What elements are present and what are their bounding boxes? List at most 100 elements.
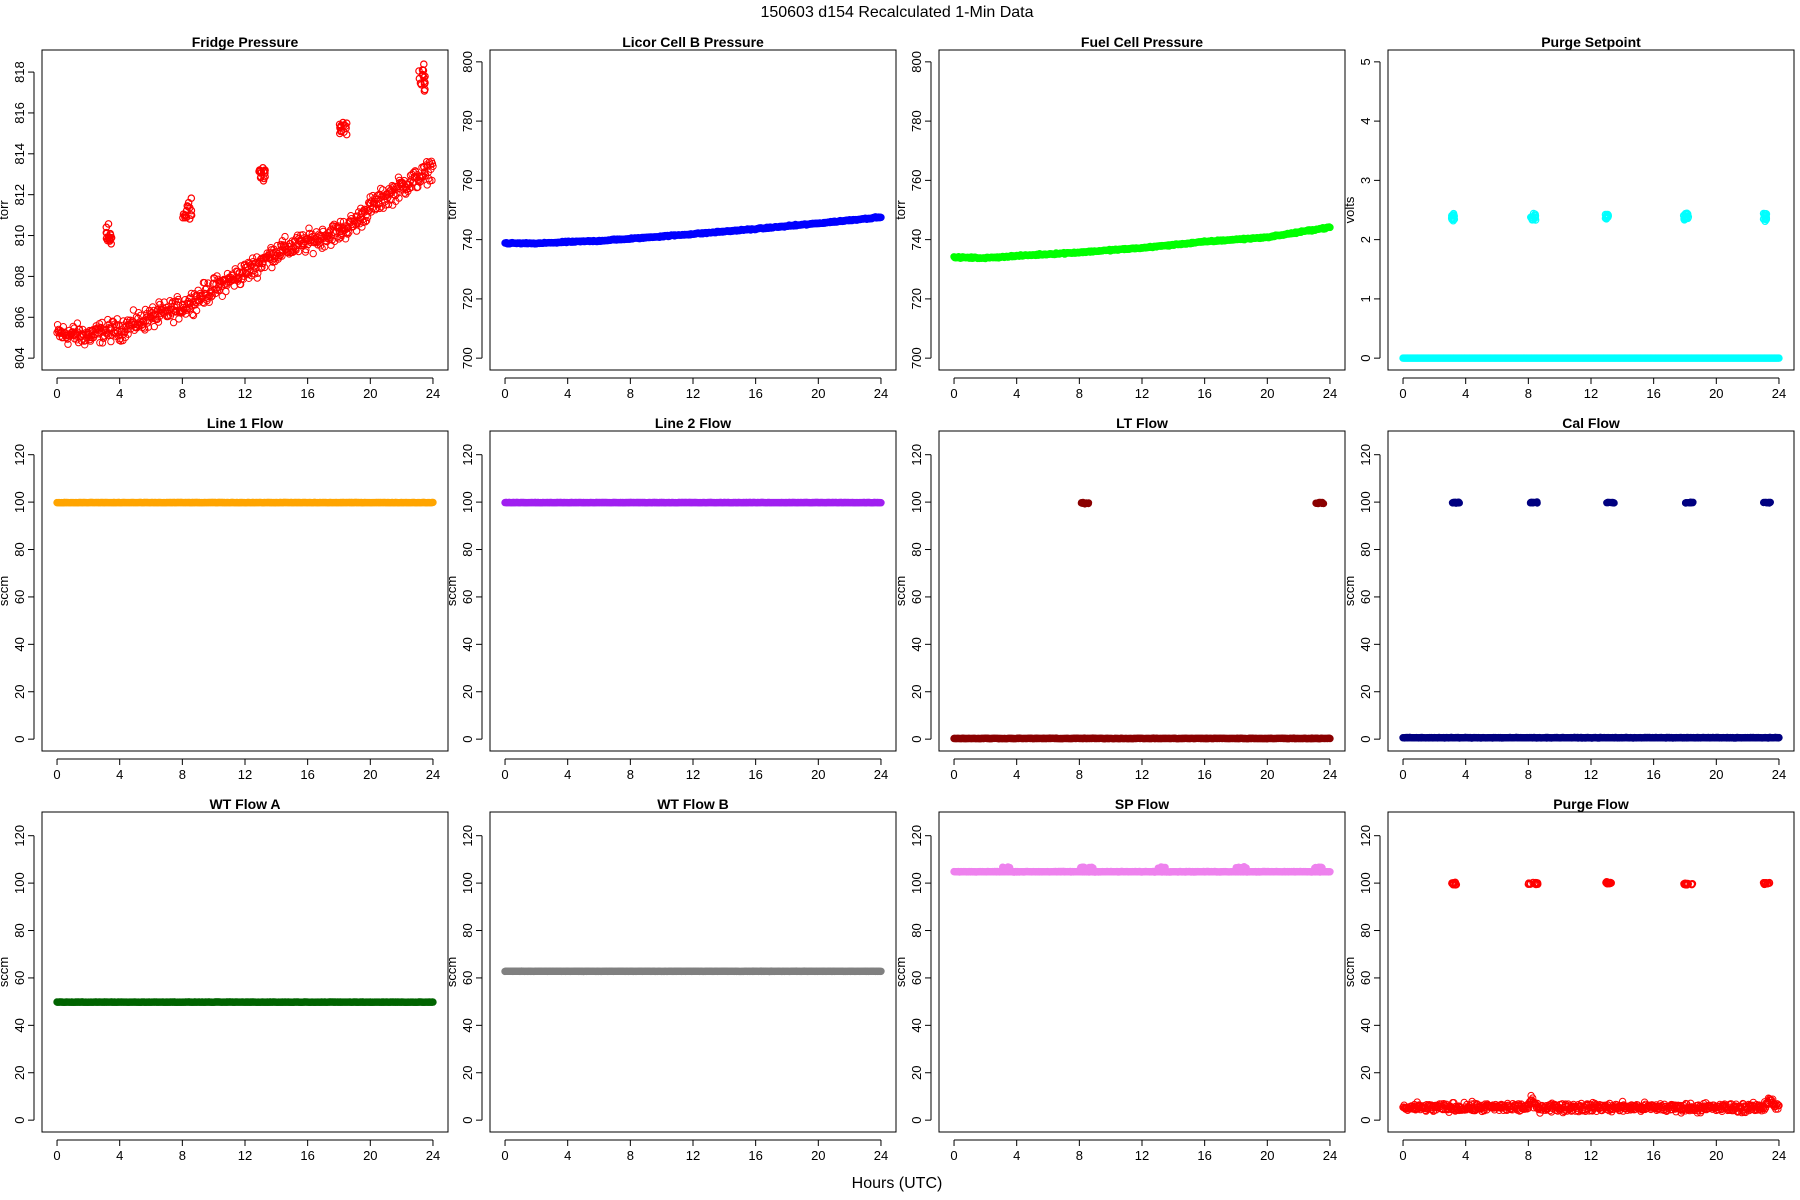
y-tick-label: 80 [1358, 542, 1373, 556]
data-point [132, 313, 141, 321]
data-point [251, 270, 259, 278]
x-tick-label: 0 [950, 386, 957, 401]
data-series [501, 498, 885, 507]
data-point [64, 340, 72, 348]
panel-title: Line 2 Flow [655, 415, 731, 431]
y-axis-label: torr [0, 200, 11, 220]
data-point [420, 80, 429, 88]
panel-title: Fuel Cell Pressure [1081, 34, 1203, 50]
x-tick-label: 8 [1525, 767, 1532, 782]
x-tick-label: 4 [564, 386, 571, 401]
y-axis-label: sccm [1342, 576, 1357, 606]
y-tick-label: 720 [460, 288, 475, 310]
data-point [260, 263, 269, 272]
data-point [300, 241, 308, 249]
event-cluster [1312, 498, 1328, 508]
y-tick-label: 810 [12, 225, 27, 247]
y-axis-label: sccm [0, 576, 11, 606]
x-tick-label: 16 [300, 386, 314, 401]
data-point [106, 229, 115, 238]
data-point [428, 176, 436, 185]
y-tick-label: 80 [12, 542, 27, 556]
y-tick-label: 100 [1358, 491, 1373, 513]
y-tick-label: 40 [460, 637, 475, 651]
y-tick-label: 100 [460, 491, 475, 513]
y-tick-label: 100 [909, 491, 924, 513]
event-cluster [1448, 498, 1464, 507]
event-cluster [1447, 209, 1459, 225]
data-point [187, 289, 196, 298]
data-point [367, 208, 375, 216]
x-tick-label: 4 [1013, 386, 1020, 401]
x-tick-label: 24 [1323, 767, 1337, 782]
panel-title: WT Flow A [209, 796, 280, 812]
y-tick-label: 40 [909, 637, 924, 651]
data-point [1079, 499, 1088, 507]
x-tick-label: 24 [1772, 767, 1786, 782]
x-tick-label: 16 [1646, 767, 1660, 782]
data-point [142, 317, 150, 325]
y-tick-label: 812 [12, 184, 27, 206]
y-axis-label: sccm [893, 576, 908, 606]
x-tick-label: 20 [1260, 767, 1274, 782]
x-tick-label: 4 [116, 386, 123, 401]
y-tick-label: 800 [460, 51, 475, 73]
y-tick-label: 818 [12, 61, 27, 83]
x-tick-label: 24 [426, 386, 440, 401]
data-point [187, 194, 196, 203]
data-point [98, 318, 106, 327]
y-tick-label: 808 [12, 266, 27, 288]
data-point [204, 279, 212, 287]
y-axis-label: volts [1342, 196, 1357, 223]
data-point [342, 130, 351, 139]
panel-title: Licor Cell B Pressure [622, 34, 764, 50]
x-tick-label: 24 [874, 386, 888, 401]
data-point [417, 80, 426, 89]
y-tick-label: 700 [909, 347, 924, 369]
x-tick-label: 12 [238, 386, 252, 401]
x-tick-label: 16 [300, 767, 314, 782]
data-point [343, 228, 351, 237]
event-cluster [1759, 209, 1771, 226]
panel-title: Fridge Pressure [192, 34, 299, 50]
x-tick-label: 24 [426, 767, 440, 782]
x-tick-label: 20 [811, 767, 825, 782]
data-series [950, 223, 1334, 263]
data-point [256, 166, 265, 175]
x-tick-label: 24 [1323, 386, 1337, 401]
data-point [429, 498, 437, 507]
x-tick-label: 12 [1584, 767, 1598, 782]
data-series [1399, 733, 1783, 742]
data-point [358, 223, 366, 231]
data-point [81, 341, 89, 349]
x-tick-label: 12 [238, 767, 252, 782]
x-tick-label: 8 [1076, 767, 1083, 782]
plot-frame [41, 49, 449, 371]
data-point [261, 172, 269, 181]
data-point [103, 229, 111, 238]
y-tick-label: 806 [12, 306, 27, 328]
y-axis-label: sccm [0, 957, 11, 987]
x-tick-label: 8 [1076, 386, 1083, 401]
y-tick-label: 816 [12, 102, 27, 124]
event-cluster [1760, 498, 1775, 507]
data-point [336, 217, 345, 226]
data-point [150, 322, 159, 331]
data-point [1452, 498, 1460, 506]
y-tick-label: 780 [460, 110, 475, 132]
event-cluster [1603, 498, 1618, 507]
panel-title: Purge Setpoint [1541, 34, 1641, 50]
y-tick-label: 80 [909, 542, 924, 556]
y-tick-label: 0 [1358, 355, 1373, 362]
data-point [428, 159, 437, 168]
data-point [239, 275, 247, 283]
panel-title: Cal Flow [1562, 415, 1620, 431]
x-tick-label: 24 [874, 767, 888, 782]
data-point [152, 310, 160, 318]
data-point [180, 211, 189, 220]
data-point [141, 305, 150, 314]
data-point [1529, 498, 1537, 506]
